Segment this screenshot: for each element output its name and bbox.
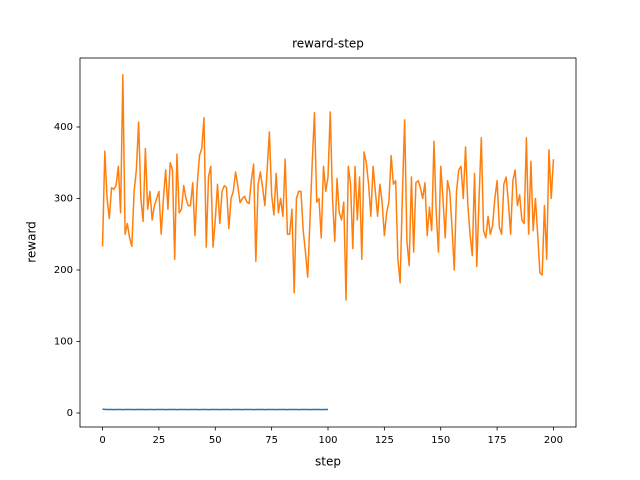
x-tick-label: 150: [431, 435, 450, 446]
x-tick-label: 200: [544, 435, 563, 446]
plot-frame: [79, 57, 577, 428]
x-tick-label: 125: [375, 435, 394, 446]
y-tick-label: 200: [54, 265, 73, 276]
chart-title: reward-step: [292, 37, 364, 51]
x-tick-label: 175: [488, 435, 507, 446]
x-axis-label: step: [315, 455, 341, 469]
y-tick-label: 100: [54, 336, 73, 347]
y-axis-label: reward: [25, 221, 39, 263]
x-tick-label: 0: [99, 435, 105, 446]
x-tick-label: 25: [153, 435, 166, 446]
series-line: [102, 408, 328, 411]
y-tick-label: 300: [54, 193, 73, 204]
x-tick-label: 100: [318, 435, 337, 446]
y-tick-label: 0: [67, 408, 73, 419]
series-line: [101, 74, 555, 301]
x-tick-label: 50: [209, 435, 222, 446]
x-tick-label: 75: [265, 435, 278, 446]
y-tick-label: 400: [54, 122, 73, 133]
